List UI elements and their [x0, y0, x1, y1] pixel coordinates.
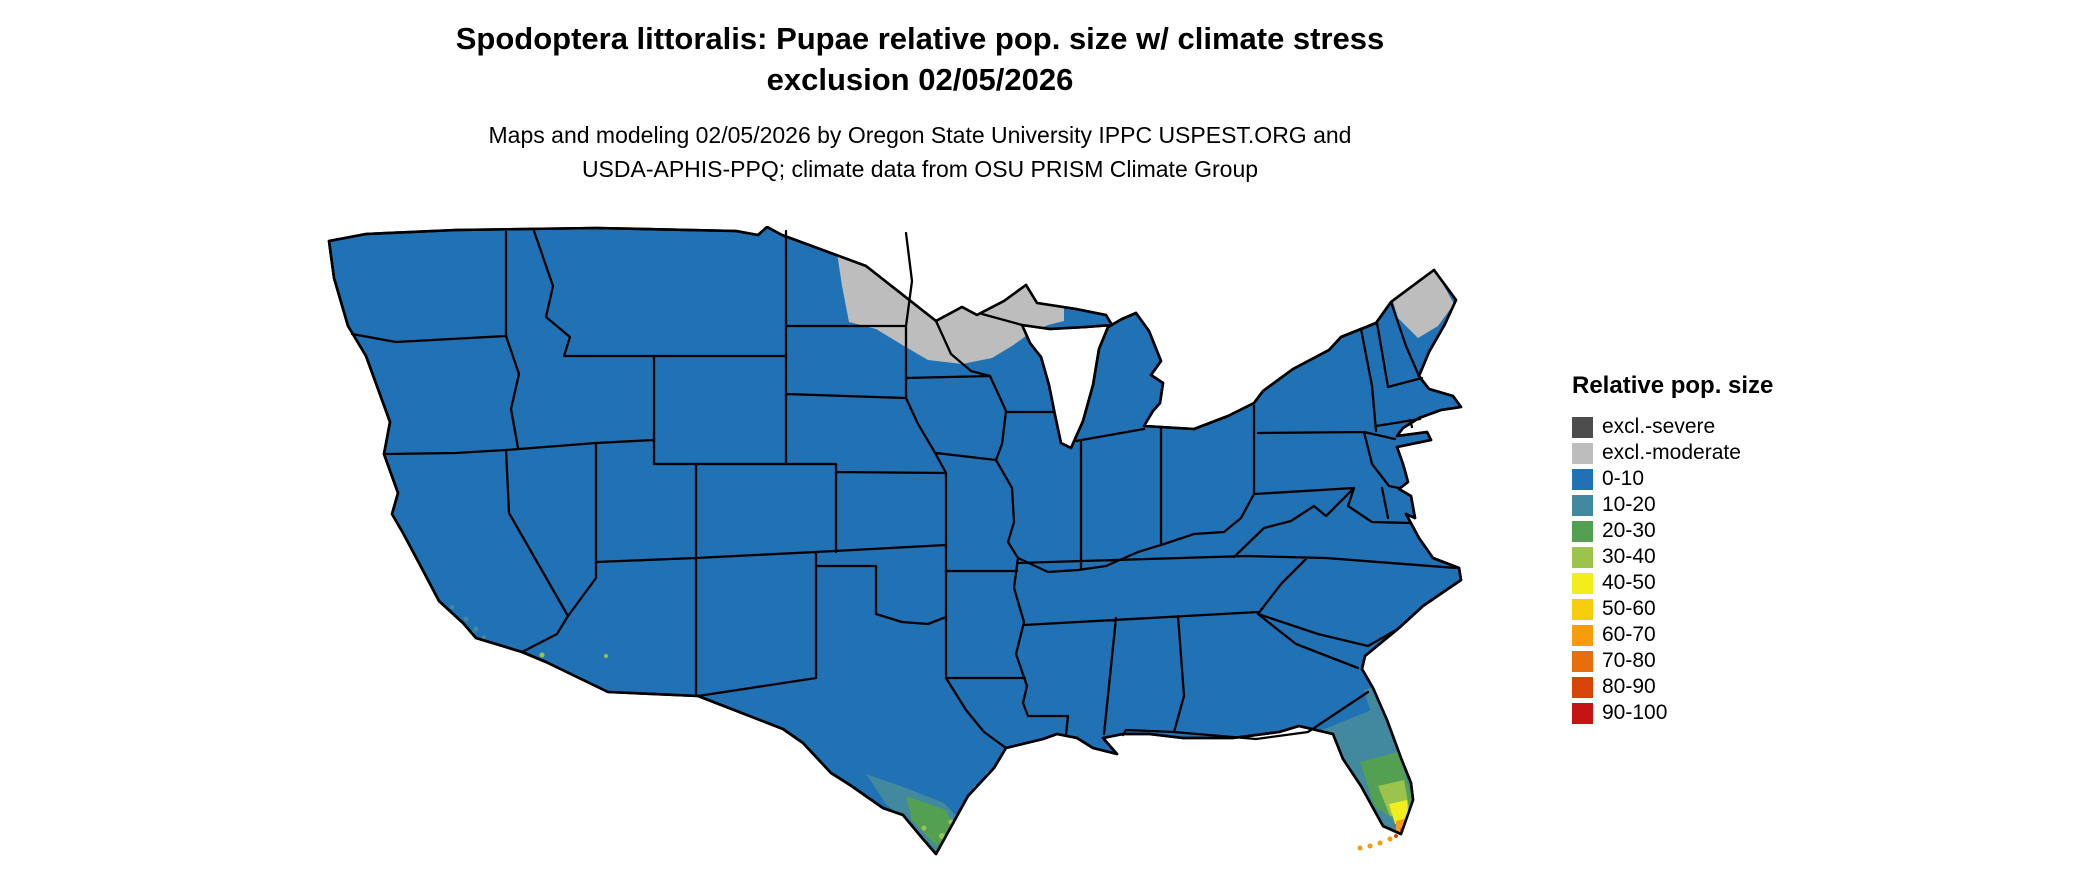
legend-label: excl.-severe [1602, 415, 1716, 438]
legend-item: 80-90 [1572, 674, 1872, 700]
us-map [327, 226, 1463, 856]
us-outline [327, 226, 1463, 856]
legend-item: excl.-severe [1572, 414, 1872, 440]
figure-title: Spodoptera littoralis: Pupae relative po… [0, 18, 1840, 100]
legend-label: 0-10 [1602, 467, 1645, 490]
legend-item: 40-50 [1572, 570, 1872, 596]
legend-item: excl.-moderate [1572, 440, 1872, 466]
legend-swatch [1572, 624, 1593, 646]
legend-swatch [1572, 468, 1593, 490]
legend-title: Relative pop. size [1572, 372, 1774, 399]
legend-swatch [1572, 494, 1593, 516]
florida-40-50-region [1389, 800, 1409, 824]
state-borders [350, 229, 1458, 750]
legend-label: 70-80 [1602, 649, 1656, 672]
legend-item: 50-60 [1572, 596, 1872, 622]
keys-60-70-speck [1357, 845, 1363, 851]
legend: Relative pop. size excl.-severe excl.-mod… [1572, 372, 1872, 726]
legend-label: 80-90 [1602, 675, 1656, 698]
legend-label: 60-70 [1602, 623, 1656, 646]
legend-label: 30-40 [1602, 545, 1656, 568]
legend-swatch [1572, 702, 1593, 724]
keys-60-70-speck [1387, 836, 1393, 842]
legend-items: excl.-severe excl.-moderate 0-10 10-20 20-30… [1572, 414, 1872, 726]
legend-item: 20-30 [1572, 518, 1872, 544]
legend-swatch [1572, 650, 1593, 672]
imperial-30-40-speck [539, 652, 545, 658]
legend-item: 10-20 [1572, 492, 1872, 518]
keys-60-70-speck [1377, 840, 1383, 846]
legend-swatch [1572, 676, 1593, 698]
legend-swatch [1572, 442, 1593, 464]
legend-item: 90-100 [1572, 700, 1872, 726]
south-texas-30-40-speck [939, 833, 945, 839]
legend-swatch [1572, 598, 1593, 620]
figure-subtitle-line1: Maps and modeling 02/05/2026 by Oregon S… [488, 122, 1352, 148]
legend-item: 70-80 [1572, 648, 1872, 674]
legend-label: 20-30 [1602, 519, 1656, 542]
legend-label: 40-50 [1602, 571, 1656, 594]
legend-label: 50-60 [1602, 597, 1656, 620]
figure-subtitle: Maps and modeling 02/05/2026 by Oregon S… [0, 118, 1840, 186]
keys-60-70-speck [1367, 843, 1373, 849]
legend-swatch [1572, 572, 1593, 594]
legend-label: 10-20 [1602, 493, 1656, 516]
south-texas-30-40-speck [921, 825, 927, 831]
florida-keys [1357, 834, 1398, 851]
legend-label: 90-100 [1602, 701, 1668, 724]
socal-10-20-speck [463, 616, 469, 622]
legend-item: 60-70 [1572, 622, 1872, 648]
legend-swatch [1572, 546, 1593, 568]
figure-subtitle-line2: USDA-APHIS-PPQ; climate data from OSU PR… [581, 156, 1259, 182]
exclusion-moderate-maine-region [1392, 268, 1454, 338]
legend-item: 30-40 [1572, 544, 1872, 570]
legend-swatch [1572, 416, 1593, 438]
florida-east-coast-10-20-strip [1364, 686, 1388, 724]
figure-title-line1: Spodoptera littoralis: Pupae relative po… [455, 21, 1385, 56]
legend-label: excl.-moderate [1602, 441, 1741, 464]
socal-10-20-speck [473, 626, 479, 632]
socal-10-20-speck [450, 605, 454, 609]
legend-item: 0-10 [1572, 466, 1872, 492]
figure-title-line2: exclusion 02/05/2026 [766, 62, 1074, 97]
keys-80-90-speck [1394, 834, 1398, 838]
legend-swatch [1572, 520, 1593, 542]
arizona-30-40-speck [604, 654, 608, 658]
socal-10-20-speck [482, 635, 486, 639]
